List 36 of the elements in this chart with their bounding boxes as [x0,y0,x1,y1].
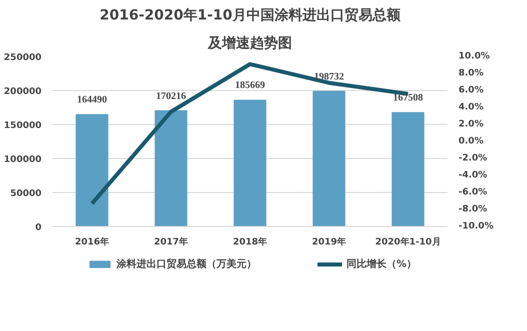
data-label: 198732 [314,71,344,82]
y2-tick-label: -8.0% [458,204,488,214]
y2-tick-label: 10.0% [458,52,490,62]
chart-title: 2016-2020年1-10月中国涂料进出口贸易总额 [100,6,402,24]
data-label: 170216 [156,90,186,102]
data-label: 185669 [235,80,265,92]
y2-tick-label: -2.0% [458,154,488,164]
data-label: 164490 [77,94,107,106]
y2-tick-label: 8.0% [458,68,484,78]
x-tick-label: 2017年 [154,236,188,248]
legend-label: 同比增长（%） [346,258,417,271]
y2-tick-label: 6.0% [458,86,484,96]
data-label: 167508 [393,92,423,104]
y2-tick-label: -4.0% [458,170,488,180]
bar [234,100,266,226]
bar [312,90,346,226]
y2-tick-label: -6.0% [458,188,488,198]
y-tick-label: 50000 [10,189,42,199]
y-tick-label: 100000 [4,155,42,165]
y2-tick-label: 0.0% [458,136,484,146]
bar [154,110,188,226]
chart-subtitle: 及增速趋势图 [207,36,292,52]
y2-tick-label: 4.0% [458,102,484,112]
legend-label: 涂料进出口贸易总额（万美元） [116,257,256,271]
y-tick-label: 0 [35,223,42,233]
y2-tick-label: -10.0% [458,222,494,232]
x-tick-label: 2018年 [232,236,268,248]
bar [392,112,424,226]
bar [76,114,108,226]
y-tick-label: 150000 [4,121,42,131]
y2-tick-label: 2.0% [458,120,484,130]
y-tick-label: 250000 [4,53,42,63]
x-tick-label: 2019年 [312,236,346,248]
y-tick-label: 200000 [4,87,42,97]
x-tick-label: 2020年1-10月 [375,236,441,248]
x-tick-label: 2016年 [74,236,110,248]
